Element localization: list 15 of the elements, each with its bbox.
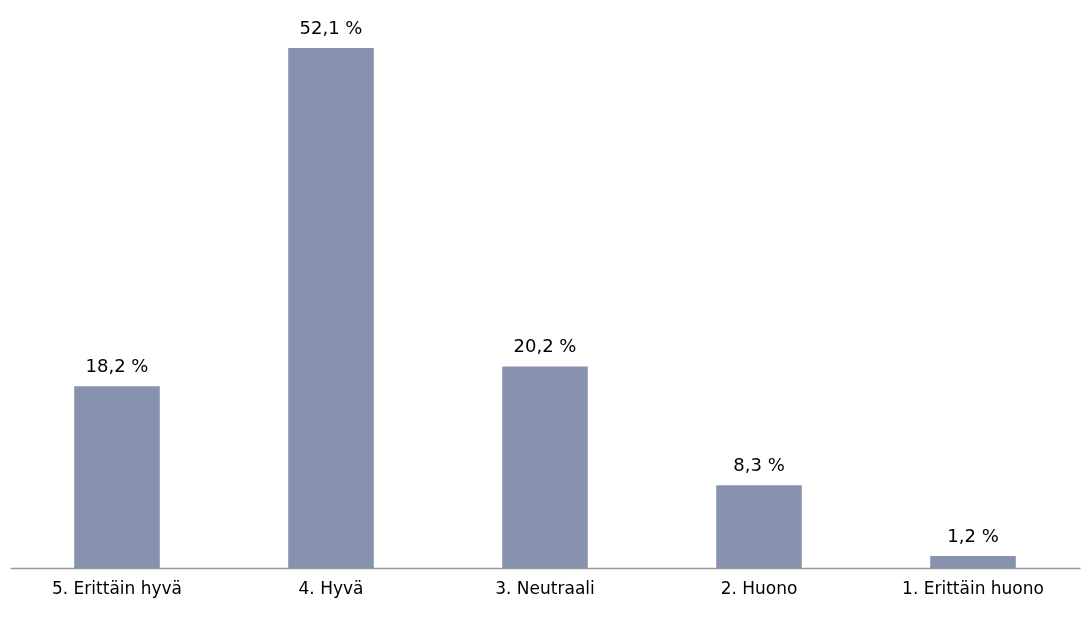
bar <box>74 386 160 568</box>
x-tick-label: 3. Neutraali <box>495 577 595 598</box>
data-label: 18,2 % <box>85 355 149 377</box>
x-tick-label: 4. Hyvä <box>298 577 364 598</box>
data-label: 1,2 % <box>947 525 999 547</box>
data-label: 8,3 % <box>733 454 785 476</box>
bar <box>716 485 802 568</box>
bar <box>930 556 1016 568</box>
x-tick-label: 2. Huono <box>720 577 798 598</box>
x-tick-label: 1. Erittäin huono <box>902 577 1044 598</box>
data-label: 52,1 % <box>299 17 363 38</box>
x-tick-label: 5. Erittäin hyvä <box>51 577 183 598</box>
bar <box>502 366 588 568</box>
data-label: 20,2 % <box>513 335 577 357</box>
bar <box>288 48 374 568</box>
